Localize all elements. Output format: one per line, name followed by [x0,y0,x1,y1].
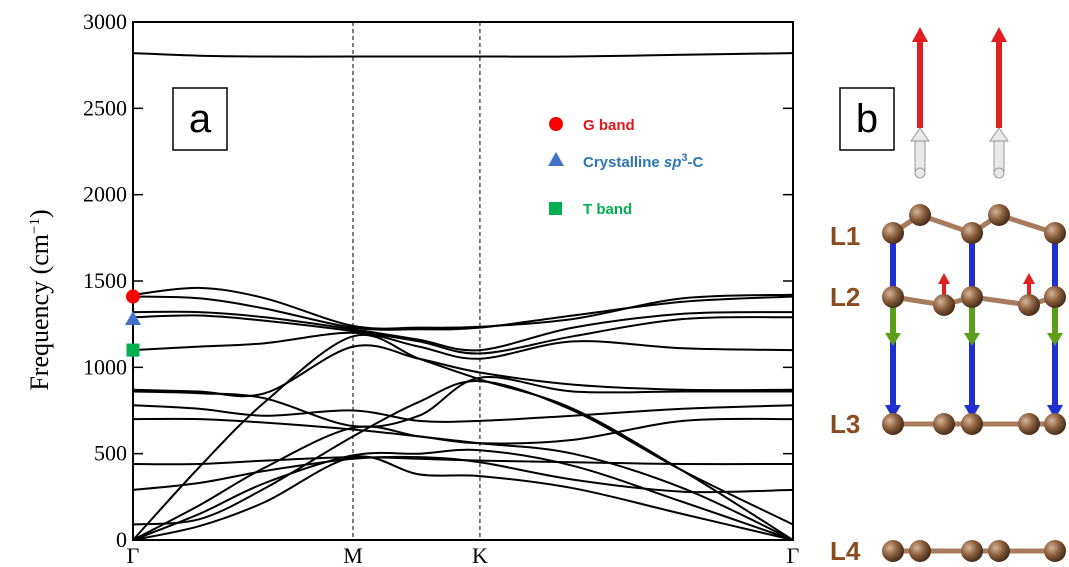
x-tick-label: M [343,543,363,567]
y-tick-label: 2000 [83,182,127,207]
green-displacement-arrows [885,305,1063,346]
y-tick-label: 1000 [83,354,127,379]
band-line-8 [132,376,793,428]
band-line-1 [132,52,794,58]
high-symmetry-lines [352,22,481,540]
x-tick-label: Γ [127,543,140,567]
y-ticks: 0 500 1000 1500 2000 2500 3000 [83,9,793,552]
band-line-3 [132,295,794,331]
svg-text:Crystalline sp3-C: Crystalline sp3-C [583,152,704,171]
band-lines [132,52,794,541]
panel-label-a: a [172,87,228,151]
marker-crystalline-sp3-c [125,310,141,325]
band-line-4 [132,310,794,352]
band-line-6 [132,331,794,360]
svg-text:T band: T band [583,201,632,218]
band-line-15 [132,448,794,541]
band-line-2 [132,286,794,330]
legend-item-t-band: T band [549,201,632,218]
band-line-5 [132,314,794,355]
gamma-point-markers [125,289,141,357]
layer-label-l3: L3 [830,409,860,439]
y-tick-label: 1500 [83,268,127,293]
band-line-13 [132,380,794,526]
svg-text:G band: G band [583,117,635,134]
legend-item-crystalline-sp3c: Crystalline sp3-C [548,152,704,171]
panel-label-b: b [839,87,895,151]
svg-text:a: a [189,97,212,141]
svg-text:b: b [856,97,878,141]
y-tick-label: 0 [116,527,127,552]
band-line-9 [132,404,794,423]
y-axis-label: Frequency (cm−1) [25,209,54,390]
red-displacement-arrows [912,27,1007,128]
y-tick-label: 3000 [83,9,127,34]
legend-item-g-band: G band [549,117,635,134]
layer-label-l4: L4 [830,536,861,566]
structure-diagram: b [830,27,1066,566]
small-red-arrows [938,273,1035,298]
white-displacement-arrows [910,127,1009,179]
legend-marker-triangle [548,152,564,166]
marker-g-band [126,289,140,304]
band-line-12 [132,455,794,494]
marker-t-band [126,343,140,357]
band-line-10 [132,417,794,445]
legend-marker-square [549,202,562,215]
carbon-atoms [882,204,1066,562]
y-tick-label: 2500 [83,95,127,120]
layer-label-l1: L1 [830,221,860,251]
layer-label-l2: L2 [830,282,860,312]
x-tick-label: K [472,543,488,567]
phonon-dispersion-plot: 0 500 1000 1500 2000 2500 3000 Γ M K Γ Frequency … [25,9,800,567]
x-tick-label: Γ [787,543,800,567]
band-line-16 [132,455,794,541]
legend-marker-circle [549,117,563,131]
y-tick-label: 500 [94,441,127,466]
band-line-17 [132,333,794,541]
band-line-14 [132,425,794,541]
legend: G band Crystalline sp3-C T band [548,117,704,218]
